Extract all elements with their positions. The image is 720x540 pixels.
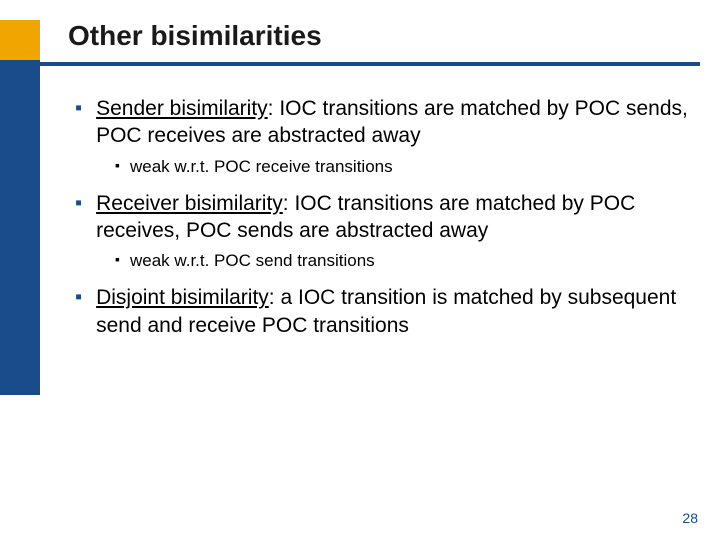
bullet-text: Disjoint bisimilarity: a IOC transition … [96, 284, 695, 339]
slide-content: ▪ Sender bisimilarity: IOC transitions a… [75, 95, 695, 343]
accent-blue-bar [0, 60, 40, 395]
bullet-disjoint: ▪ Disjoint bisimilarity: a IOC transitio… [75, 284, 695, 339]
sub-bullet-text: weak w.r.t. POC send transitions [130, 250, 375, 272]
title-underline [40, 62, 700, 66]
square-bullet-icon: ▪ [75, 95, 82, 150]
bullet-sender: ▪ Sender bisimilarity: IOC transitions a… [75, 95, 695, 150]
square-bullet-icon: ▪ [115, 250, 120, 272]
bullet-text: Receiver bisimilarity: IOC transitions a… [96, 190, 695, 245]
sub-bullet-sender: ▪ weak w.r.t. POC receive transitions [115, 156, 695, 178]
sub-bullet-receiver: ▪ weak w.r.t. POC send transitions [115, 250, 695, 272]
page-number: 28 [682, 510, 698, 526]
square-bullet-icon: ▪ [115, 156, 120, 178]
accent-gold-block [0, 20, 40, 60]
sub-bullet-text: weak w.r.t. POC receive transitions [130, 156, 393, 178]
slide-title: Other bisimilarities [68, 20, 322, 52]
bullet-receiver: ▪ Receiver bisimilarity: IOC transitions… [75, 190, 695, 245]
square-bullet-icon: ▪ [75, 284, 82, 339]
bullet-text: Sender bisimilarity: IOC transitions are… [96, 95, 695, 150]
square-bullet-icon: ▪ [75, 190, 82, 245]
